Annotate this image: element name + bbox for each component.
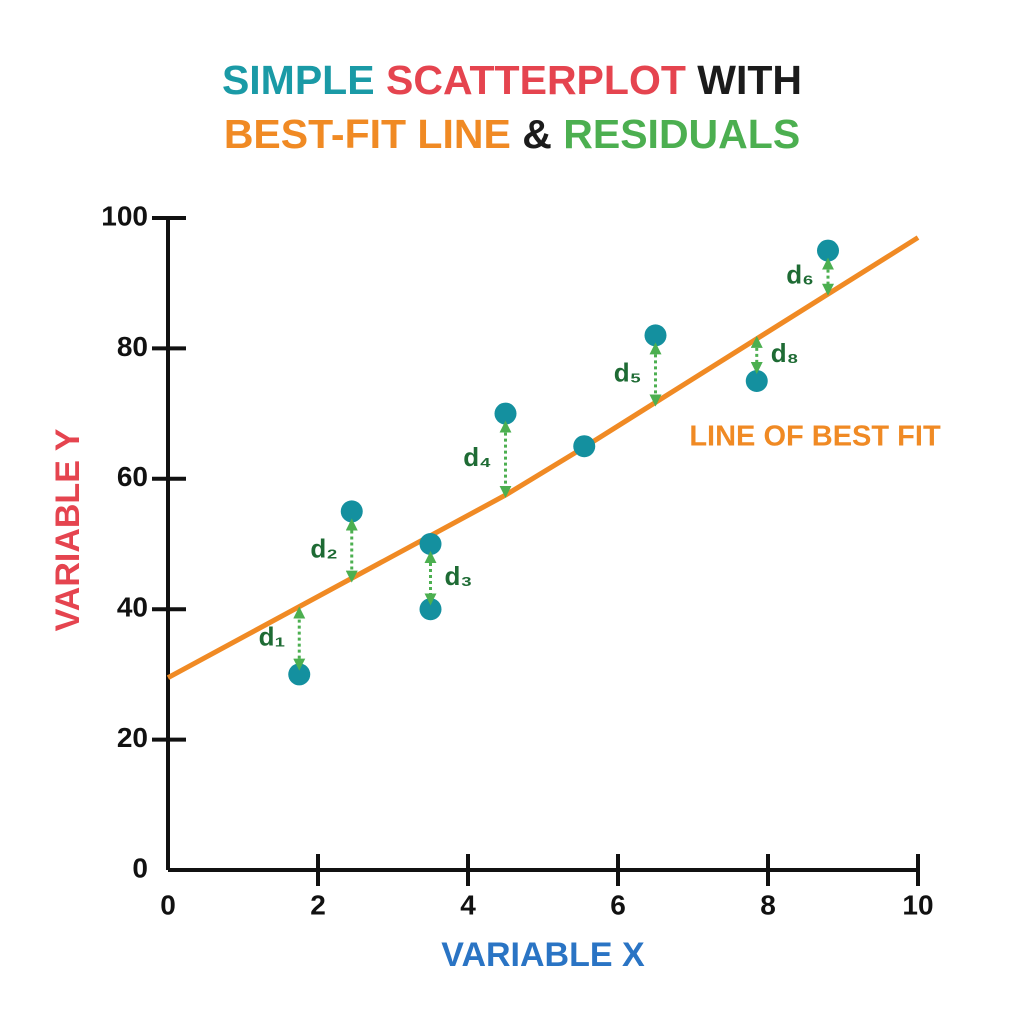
point — [288, 663, 311, 686]
line-label: LINE OF BEST FIT — [689, 421, 941, 453]
x-tick-label: 4 — [460, 889, 476, 920]
point — [340, 500, 363, 523]
y-axis-label: VARIABLE Y — [49, 428, 87, 631]
y-tick-label: 100 — [101, 200, 148, 231]
x-tick-label: 10 — [902, 889, 933, 920]
y-tick-label: 20 — [117, 722, 148, 753]
point — [494, 402, 517, 425]
chart-title: BEST-FIT LINE & RESIDUALS — [224, 111, 800, 157]
residual-label: d₅ — [614, 357, 642, 387]
residual-label: d₄ — [463, 442, 491, 472]
residual-label: d₂ — [310, 533, 337, 563]
title-part: BEST-FIT LINE — [224, 111, 511, 157]
residual-label: d₈ — [771, 338, 799, 368]
title-part: WITH — [697, 57, 802, 103]
x-tick-label: 2 — [310, 889, 326, 920]
residual-label: d₆ — [786, 260, 814, 290]
residual-label: d₁ — [259, 621, 286, 651]
title-part: SIMPLE — [222, 57, 375, 103]
title-part: RESIDUALS — [563, 111, 800, 157]
y-tick-label: 80 — [117, 331, 148, 362]
residual-label: d₃ — [445, 561, 473, 591]
title-part: SCATTERPLOT — [386, 57, 686, 103]
point — [644, 324, 667, 347]
point — [419, 533, 442, 555]
x-tick-label: 8 — [760, 889, 776, 920]
point — [745, 370, 768, 392]
x-tick-label: 0 — [160, 889, 176, 920]
point — [817, 239, 839, 262]
point — [419, 598, 442, 621]
y-tick-label: 40 — [117, 592, 148, 623]
chart-title: SIMPLE SCATTERPLOT WITH — [222, 57, 802, 103]
y-tick-label: 60 — [117, 461, 148, 492]
best-fit-line — [166, 235, 920, 680]
y-tick-label: 0 — [132, 852, 148, 883]
x-axis-label: VARIABLE X — [441, 936, 645, 974]
point — [573, 435, 596, 458]
title-part: & — [522, 111, 552, 157]
x-tick-label: 6 — [610, 889, 626, 920]
